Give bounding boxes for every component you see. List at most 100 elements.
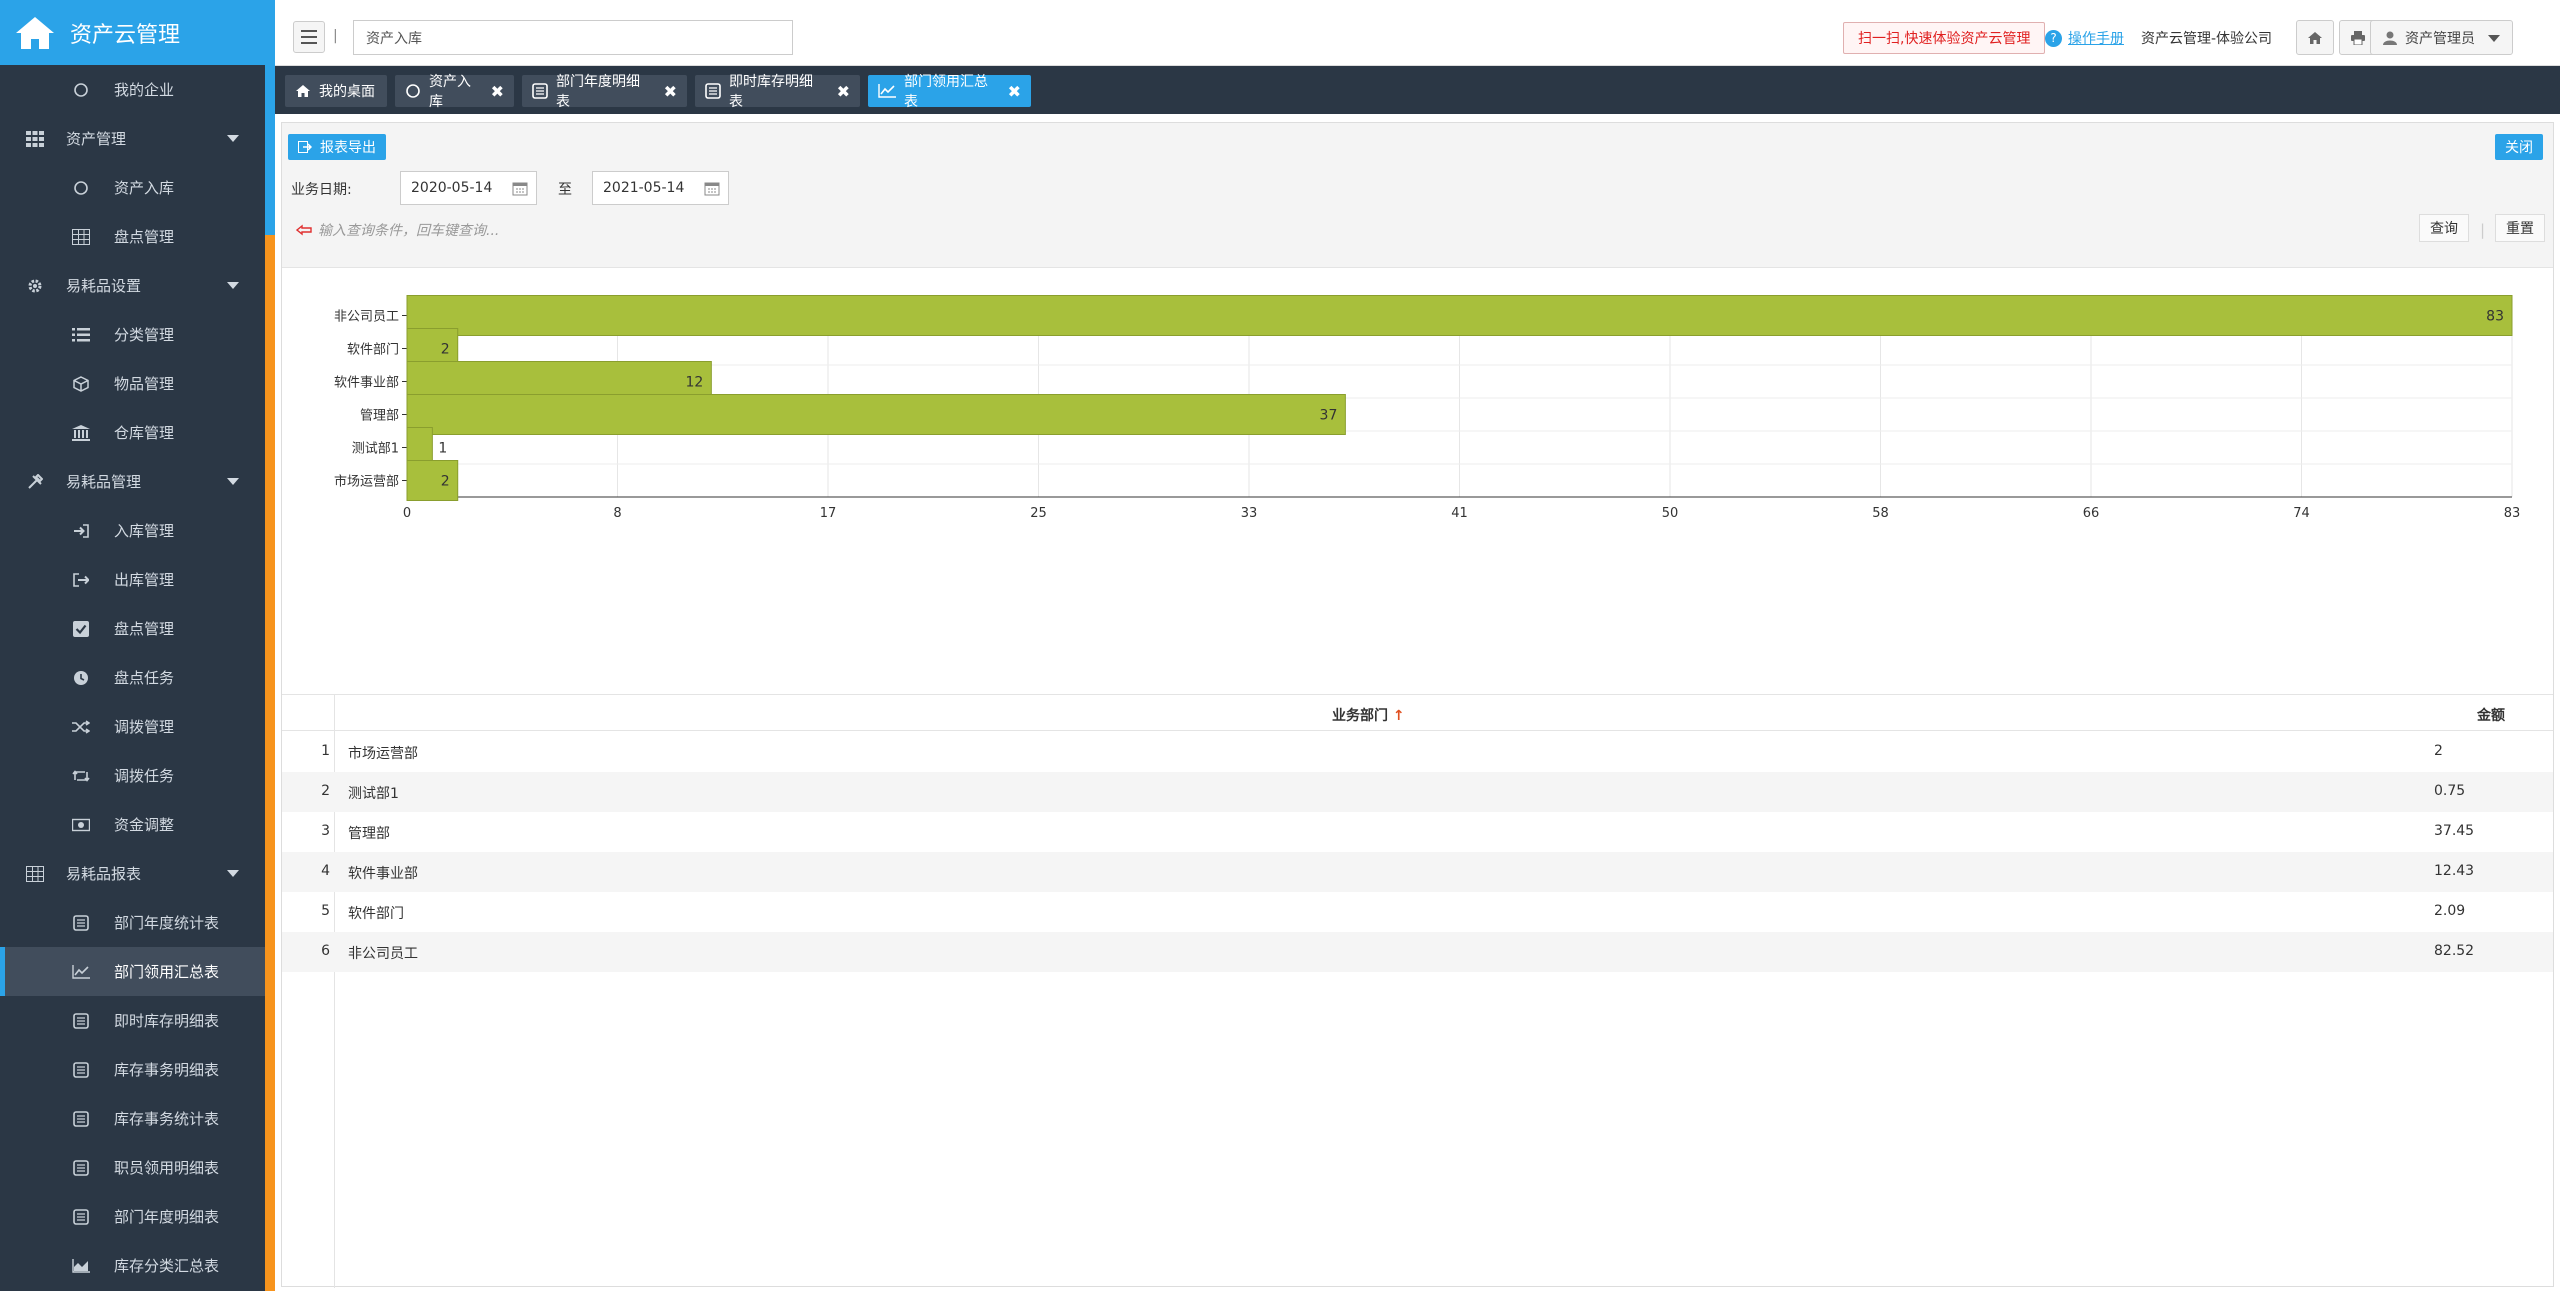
date-from-input[interactable]: 2020-05-14	[400, 171, 537, 205]
topbar: | 扫一扫,快速体验资产云管理 ? 操作手册 资产云管理-体验公司 资产管理员	[275, 0, 2560, 66]
brand[interactable]: 资产云管理	[0, 0, 265, 65]
cell-amount: 12.43	[2434, 863, 2475, 879]
query-button[interactable]: 查询	[2419, 214, 2469, 242]
sidebar-item-9[interactable]: 入库管理	[0, 506, 265, 555]
sidebar-item-7[interactable]: 仓库管理	[0, 408, 265, 457]
sidebar-item-20[interactable]: 库存事务明细表	[0, 1045, 265, 1094]
tab-1[interactable]: 资产入库 ✖	[395, 74, 514, 110]
promo-button[interactable]: 扫一扫,快速体验资产云管理	[1843, 22, 2046, 54]
cell-dept: 软件部门	[348, 906, 404, 922]
bar	[406, 295, 2513, 336]
reset-button[interactable]: 重置	[2495, 214, 2545, 242]
column-header-amount[interactable]: 金额	[2477, 708, 2505, 724]
sidebar-item-2[interactable]: 资产入库	[0, 163, 265, 212]
table-row[interactable]: 2 测试部1 0.75	[282, 772, 2553, 812]
sidebar-item-label: 调拨管理	[114, 718, 175, 736]
company-name: 资产云管理-体验公司	[2141, 31, 2273, 47]
chevron-down-icon	[227, 478, 239, 485]
close-icon[interactable]: ✖	[1007, 81, 1021, 101]
sidebar-item-4[interactable]: 易耗品设置	[0, 261, 265, 310]
export-button[interactable]: 报表导出	[288, 134, 386, 160]
row-number: 3	[321, 823, 330, 839]
calendar-icon[interactable]	[512, 180, 528, 196]
divider: |	[2479, 221, 2485, 239]
date-to-input[interactable]: 2021-05-14	[592, 171, 729, 205]
x-tick-label: 83	[2504, 506, 2521, 521]
sidebar-item-18[interactable]: 部门领用汇总表	[0, 947, 265, 996]
sidebar-item-5[interactable]: 分类管理	[0, 310, 265, 359]
close-icon[interactable]: ✖	[490, 81, 504, 101]
data-label: 83	[2486, 309, 2504, 325]
calendar-icon[interactable]	[704, 180, 720, 196]
user-menu-button[interactable]: 资产管理员	[2370, 20, 2513, 55]
doc-icon	[70, 912, 92, 934]
x-tick-label: 17	[820, 506, 837, 521]
row-number: 4	[321, 863, 330, 879]
report-panel: 报表导出 关闭 业务日期: 2020-05-14 至 2021-05-14 输入…	[281, 122, 2554, 1288]
search-input[interactable]	[353, 20, 793, 55]
cell-amount: 0.75	[2434, 783, 2466, 799]
home-button[interactable]	[2296, 20, 2334, 55]
sidebar-item-3[interactable]: 盘点管理	[0, 212, 265, 261]
data-label: 37	[1320, 408, 1338, 424]
home-icon	[16, 16, 54, 49]
report-toolbar: 报表导出 关闭 业务日期: 2020-05-14 至 2021-05-14 输入…	[282, 123, 2553, 268]
cell-dept: 非公司员工	[348, 946, 418, 962]
table-icon	[70, 226, 92, 248]
tab-0[interactable]: 我的桌面	[285, 75, 387, 107]
sidebar-item-8[interactable]: 易耗品管理	[0, 457, 265, 506]
menu-toggle-button[interactable]	[293, 21, 325, 53]
x-tick-label: 41	[1451, 506, 1468, 521]
column-header-dept[interactable]: 业务部门 ↑	[1332, 708, 1405, 724]
tab-4[interactable]: 部门领用汇总表 ✖	[868, 74, 1031, 110]
sidebar-item-22[interactable]: 职员领用明细表	[0, 1143, 265, 1192]
row-number: 5	[321, 903, 330, 919]
sidebar-item-label: 分类管理	[114, 326, 175, 344]
row-number: 6	[321, 943, 330, 959]
sidebar-item-6[interactable]: 物品管理	[0, 359, 265, 408]
doc-icon	[70, 1059, 92, 1081]
sidebar-item-14[interactable]: 调拨任务	[0, 751, 265, 800]
sidebar-item-23[interactable]: 部门年度明细表	[0, 1192, 265, 1241]
x-tick-label: 66	[2083, 506, 2100, 521]
sidebar-item-21[interactable]: 库存事务统计表	[0, 1094, 265, 1143]
sidebar-item-label: 易耗品报表	[66, 865, 142, 883]
sidebar-scroll-strip	[265, 0, 275, 1291]
table-row[interactable]: 1 市场运营部 2	[282, 732, 2553, 772]
manual-link[interactable]: ? 操作手册	[2045, 28, 2124, 48]
hamburger-icon	[301, 30, 317, 44]
cell-dept: 软件事业部	[348, 866, 418, 882]
cell-dept: 管理部	[348, 826, 390, 842]
sidebar-item-17[interactable]: 部门年度统计表	[0, 898, 265, 947]
sidebar-item-12[interactable]: 盘点任务	[0, 653, 265, 702]
sign-out-icon	[70, 569, 92, 591]
cell-amount: 2.09	[2434, 903, 2466, 919]
tab-2[interactable]: 部门年度明细表 ✖	[522, 74, 687, 110]
tab-3[interactable]: 即时库存明细表 ✖	[695, 74, 860, 110]
sidebar-item-24[interactable]: 库存分类汇总表	[0, 1241, 265, 1290]
sidebar-item-11[interactable]: 盘点管理	[0, 604, 265, 653]
table-row[interactable]: 3 管理部 37.45	[282, 812, 2553, 852]
query-hint[interactable]: 输入查询条件，回车键查询...	[296, 220, 499, 240]
sidebar-item-10[interactable]: 出库管理	[0, 555, 265, 604]
to-label: 至	[558, 182, 572, 198]
close-button[interactable]: 关闭	[2495, 134, 2543, 160]
sidebar-item-0[interactable]: 我的企业	[0, 65, 265, 114]
y-tick-label: 管理部	[360, 409, 399, 424]
close-icon[interactable]: ✖	[836, 81, 850, 101]
x-tick-label: 25	[1030, 506, 1047, 521]
table-row[interactable]: 5 软件部门 2.09	[282, 892, 2553, 932]
sidebar-item-15[interactable]: 资金调整	[0, 800, 265, 849]
close-icon[interactable]: ✖	[663, 81, 677, 101]
date-from-value: 2020-05-14	[411, 180, 493, 196]
table-row[interactable]: 4 软件事业部 12.43	[282, 852, 2553, 892]
sidebar-item-16[interactable]: 易耗品报表	[0, 849, 265, 898]
chevron-down-icon	[227, 135, 239, 142]
sidebar-item-label: 仓库管理	[114, 424, 175, 442]
sidebar-item-13[interactable]: 调拨管理	[0, 702, 265, 751]
table-row[interactable]: 6 非公司员工 82.52	[282, 932, 2553, 972]
sidebar-item-19[interactable]: 即时库存明细表	[0, 996, 265, 1045]
sidebar-item-1[interactable]: 资产管理	[0, 114, 265, 163]
gear-icon	[24, 275, 46, 297]
